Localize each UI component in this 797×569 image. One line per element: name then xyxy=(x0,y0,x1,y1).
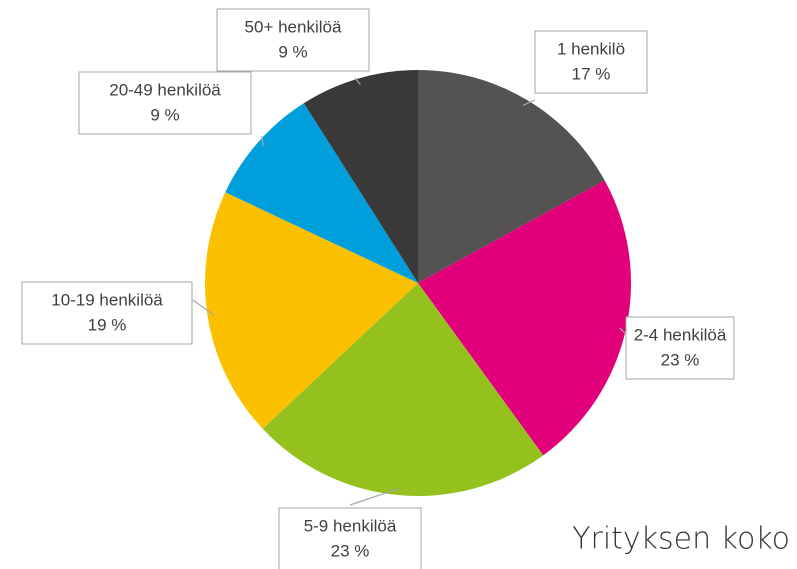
label-box xyxy=(21,281,193,345)
pie-slice xyxy=(418,70,605,283)
slice-label: 20-49 henkilöä xyxy=(109,80,221,99)
label-box xyxy=(78,71,252,135)
value-label: 17 % xyxy=(572,64,611,83)
slice-label: 5-9 henkilöä xyxy=(304,516,397,535)
value-label: 9 % xyxy=(278,42,307,61)
pie-slice xyxy=(303,70,418,283)
leader-line xyxy=(261,135,264,147)
label-box xyxy=(216,8,370,72)
slice-label: 2-4 henkilöä xyxy=(634,325,727,344)
leader-line xyxy=(349,488,399,506)
value-label: 19 % xyxy=(88,315,127,334)
value-label: 23 % xyxy=(331,541,370,560)
pie-slice xyxy=(225,103,418,284)
label-box xyxy=(534,30,648,94)
leader-line xyxy=(354,77,361,85)
slice-label: 1 henkilö xyxy=(557,39,625,58)
value-label: 9 % xyxy=(150,105,179,124)
slice-label: 10-19 henkilöä xyxy=(51,290,163,309)
value-label: 23 % xyxy=(661,350,700,369)
label-box xyxy=(278,507,422,569)
slice-label: 50+ henkilöä xyxy=(245,17,342,36)
pie-slice xyxy=(418,180,631,456)
leader-line xyxy=(522,99,536,106)
leader-line xyxy=(192,299,215,316)
pie-slice xyxy=(204,192,418,429)
chart-title: Yrityksen koko xyxy=(572,522,790,557)
pie-slice xyxy=(262,283,544,496)
label-box xyxy=(625,316,735,380)
